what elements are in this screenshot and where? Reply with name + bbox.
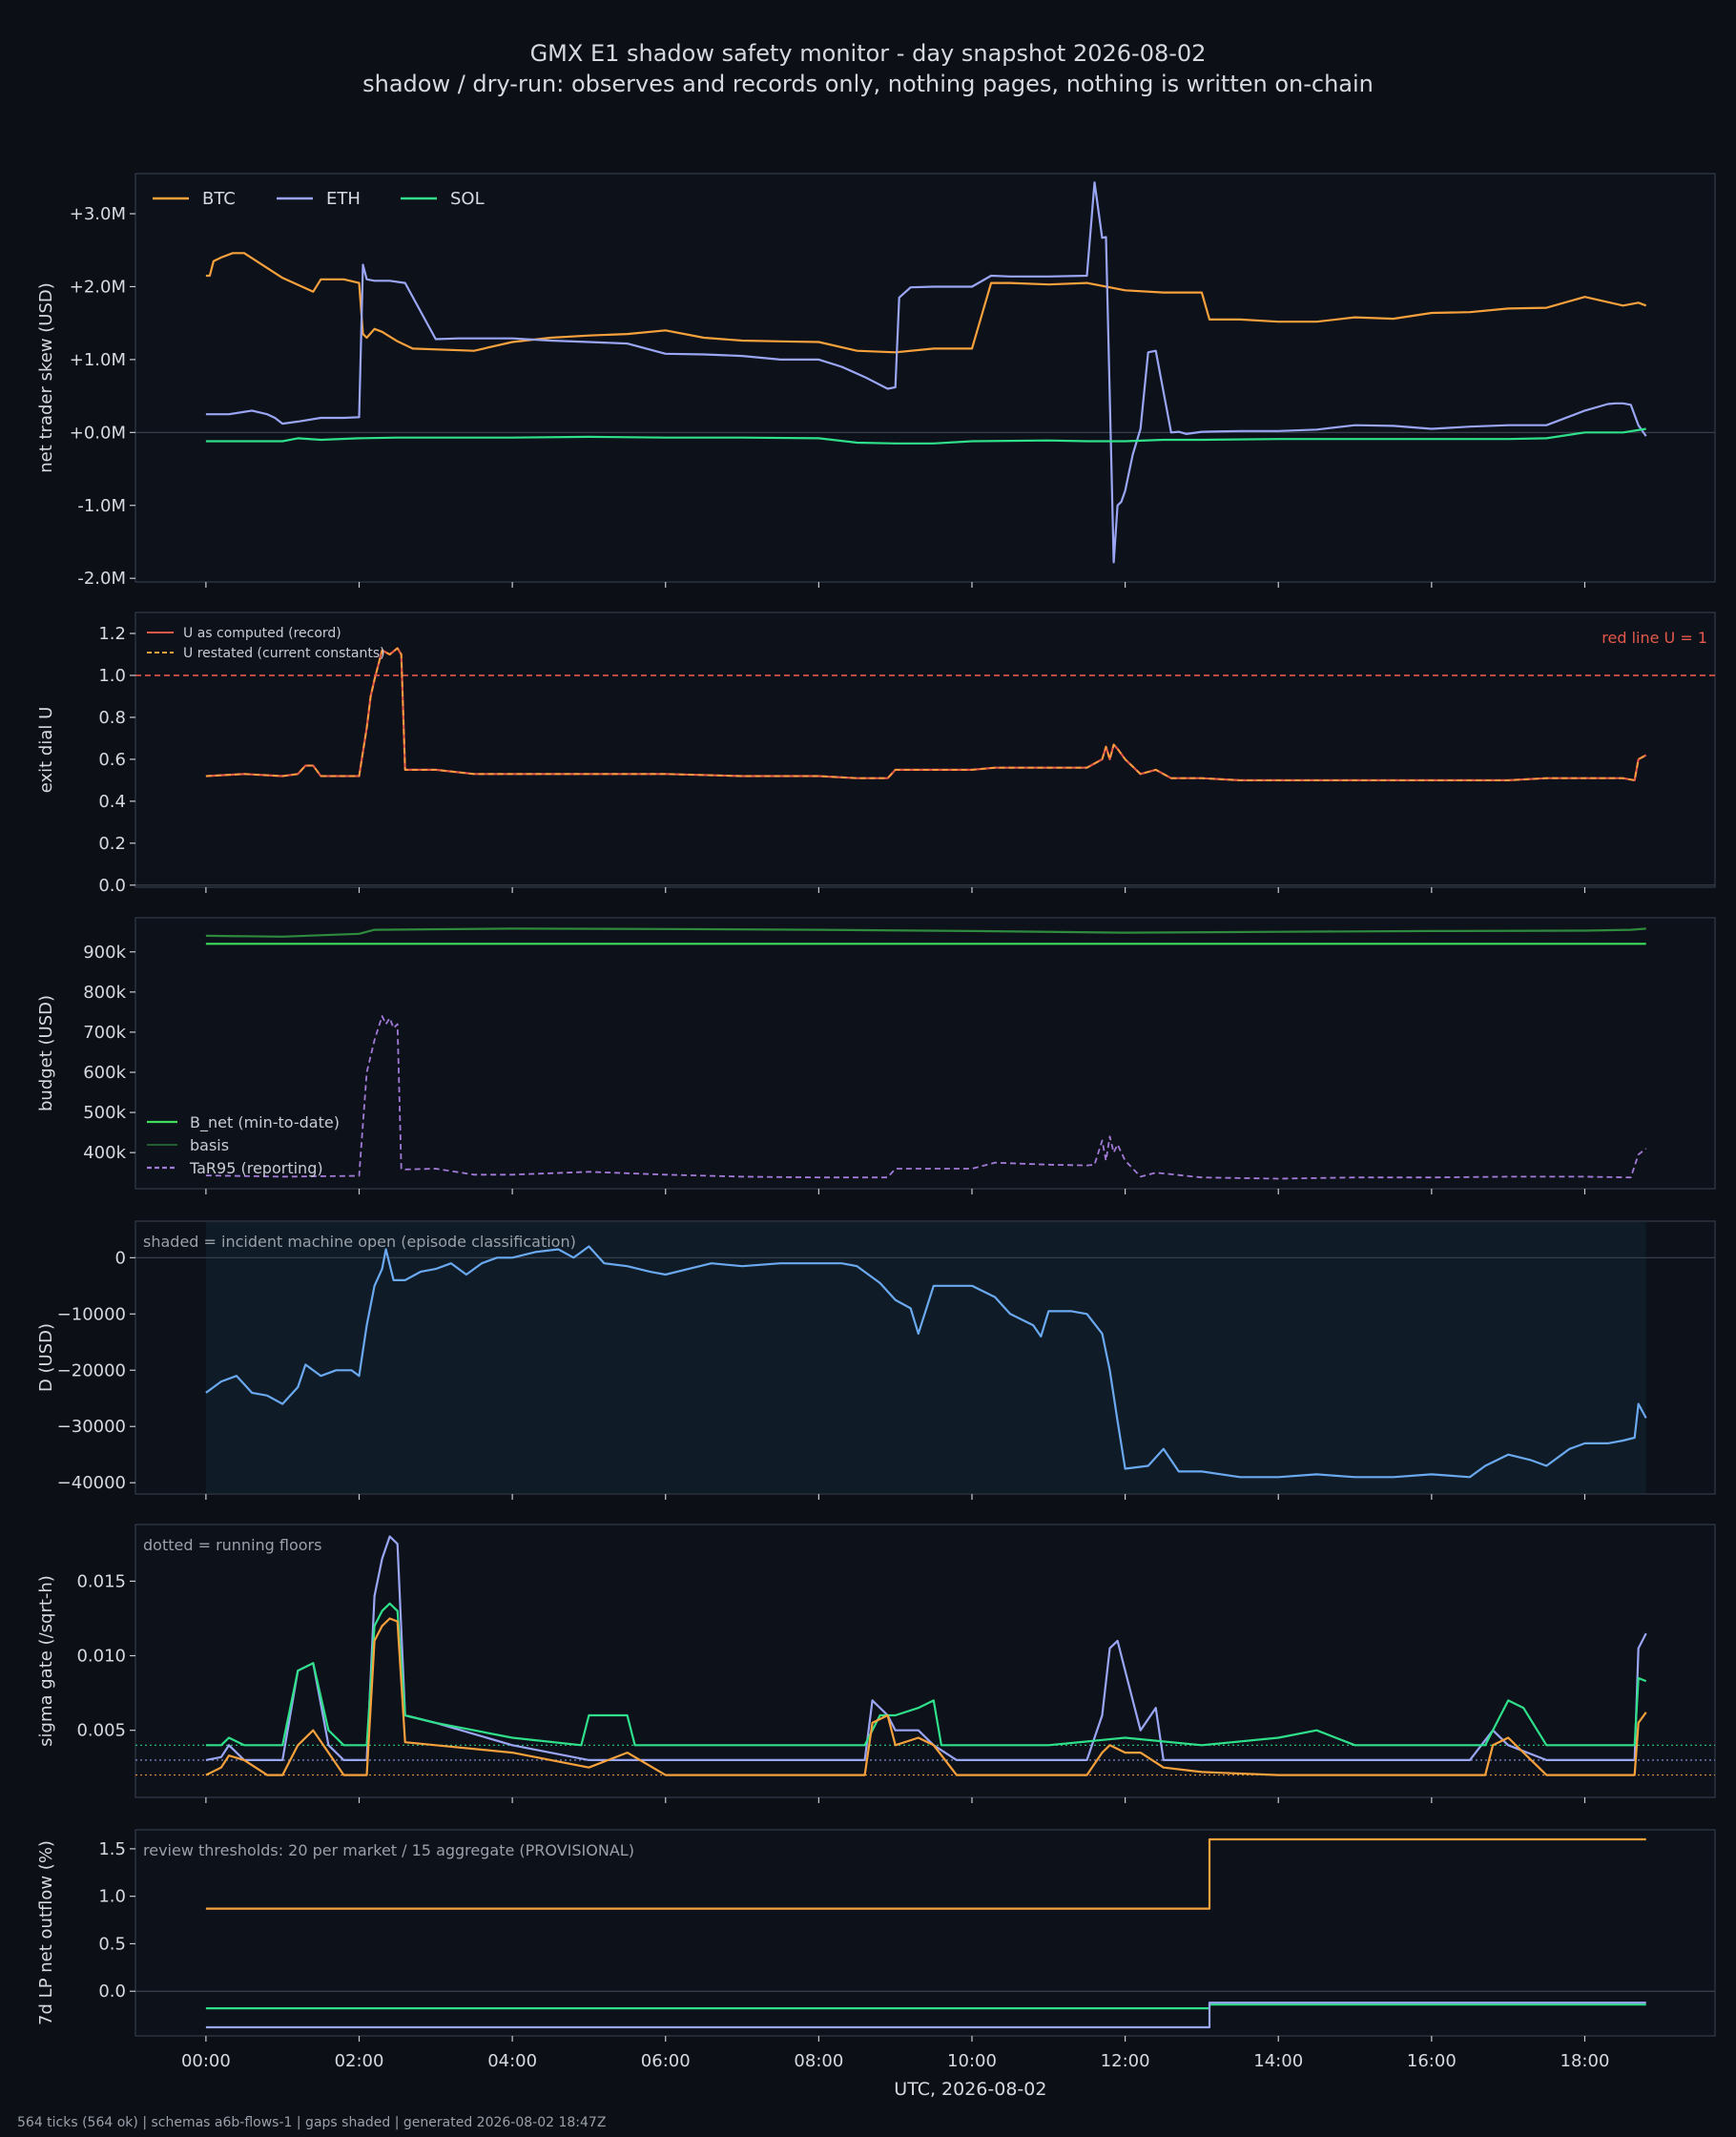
series-line-btc [205, 252, 1647, 354]
legend: U as computed (record) U restated (curren… [147, 626, 385, 661]
y-tick-label: -2.0M [77, 569, 126, 589]
y-tick-label: -1.0M [77, 496, 126, 516]
legend-label: B_net (min-to-date) [190, 1113, 340, 1132]
legend-label: U as computed (record) [183, 626, 341, 641]
y-tick-label: 700k [83, 1023, 126, 1043]
legend: BTC ETH SOL [153, 189, 485, 209]
panel-annotation: review thresholds: 20 per market / 15 ag… [143, 1841, 634, 1859]
y-axis-label: sigma gate (/sqrt-h) [36, 1575, 56, 1747]
x-tick-label: 00:00 [181, 2051, 231, 2071]
y-tick-label: −20000 [57, 1360, 126, 1380]
x-tick-label: 08:00 [794, 2051, 843, 2071]
panel-frame [134, 612, 1716, 888]
legend-label: ETH [326, 189, 361, 209]
x-tick-label: 14:00 [1253, 2051, 1303, 2071]
y-tick-label: 1.2 [98, 624, 126, 644]
page-title: GMX E1 shadow safety monitor - day snaps… [529, 40, 1207, 67]
y-axis-label: D (USD) [36, 1323, 56, 1392]
panel-budget: 400k 500k 600k 700k 800k 900k budget (USD) B_ne… [36, 917, 1716, 1194]
panel-lp_outflow: 0.0 0.5 1.0 1.5 7d LP net outflow (%) review … [36, 1829, 1716, 2100]
y-tick-label: +1.0M [70, 350, 126, 370]
panel-annotation: dotted = running floors [143, 1536, 321, 1554]
panel-frame [134, 917, 1716, 1190]
y-tick-label: 0.015 [76, 1571, 126, 1591]
series-line-u [205, 647, 1647, 781]
legend-label: SOL [450, 189, 485, 209]
x-tick-label: 18:00 [1560, 2051, 1610, 2071]
panel-sigma_gate: 0.005 0.010 0.015 sigma gate (/sqrt-h) dotte… [36, 1524, 1716, 1803]
x-tick-label: 04:00 [487, 2051, 537, 2071]
y-axis-label: exit dial U [36, 707, 56, 794]
legend-label: BTC [202, 189, 236, 209]
y-axis-label: budget (USD) [36, 995, 56, 1111]
y-tick-label: +0.0M [70, 423, 126, 443]
panel-skew: -2.0M -1.0M +0.0M +1.0M +2.0M +3.0M net trader… [36, 173, 1716, 589]
panel-exit_dial: 0.0 0.2 0.4 0.6 0.8 1.0 1.2 exit dial U red line… [36, 612, 1716, 896]
y-tick-label: −10000 [57, 1304, 126, 1324]
y-tick-label: −30000 [57, 1417, 126, 1437]
legend-label: TaR95 (reporting) [189, 1159, 323, 1177]
y-tick-label: 0.0 [98, 876, 126, 896]
panel-frame [134, 1829, 1716, 2037]
legend-label: basis [190, 1136, 229, 1154]
y-tick-label: 0.6 [98, 750, 126, 770]
page-subtitle: shadow / dry-run: observes and records o… [362, 71, 1374, 97]
footer-status: 564 ticks (564 ok) | schemas a6b-flows-1… [17, 2115, 607, 2130]
y-tick-label: 400k [83, 1143, 126, 1163]
series-line-d [205, 1245, 1647, 1479]
y-axis-label: 7d LP net outflow (%) [36, 1840, 56, 2025]
y-tick-label: 0 [115, 1248, 126, 1268]
panel-frame [134, 173, 1716, 583]
y-tick-label: 0.8 [98, 708, 126, 728]
y-tick-label: 0.0 [98, 1981, 126, 2002]
y-tick-label: −40000 [57, 1473, 126, 1493]
x-tick-label: 02:00 [335, 2051, 384, 2071]
y-tick-label: +3.0M [70, 204, 126, 224]
panel-D: −40000 −30000 −20000 −10000 0 D (USD) shaded =… [36, 1220, 1716, 1500]
x-tick-label: 16:00 [1407, 2051, 1457, 2071]
y-tick-label: 0.005 [76, 1721, 126, 1741]
y-tick-label: +2.0M [70, 277, 126, 297]
series-line-eth [205, 181, 1647, 564]
series-line-basis [205, 927, 1646, 938]
x-tick-label: 10:00 [947, 2051, 997, 2071]
series-line-btc [205, 1837, 1646, 1910]
y-tick-label: 0.4 [98, 792, 126, 812]
series-line-sol [205, 427, 1646, 445]
y-tick-label: 0.010 [76, 1647, 126, 1667]
series-line-eth [205, 1535, 1647, 1762]
red-line-annotation: red line U = 1 [1602, 629, 1707, 647]
panel-annotation: shaded = incident machine open (episode … [143, 1233, 576, 1251]
series-line-btc [205, 1617, 1647, 1776]
series-line-sol [205, 1602, 1647, 1747]
series-line-eth [205, 2002, 1646, 2029]
series-line-tar95 [205, 1015, 1647, 1180]
y-tick-label: 0.2 [98, 834, 126, 854]
y-tick-label: 1.5 [98, 1839, 126, 1859]
y-tick-label: 900k [83, 943, 126, 963]
incident-shade [205, 1222, 1646, 1493]
x-tick-label: 06:00 [641, 2051, 691, 2071]
x-axis-label: UTC, 2026-08-02 [894, 2079, 1046, 2100]
y-axis-label: net trader skew (USD) [36, 282, 56, 473]
y-tick-label: 800k [83, 983, 126, 1003]
y-tick-label: 0.5 [98, 1934, 126, 1954]
x-tick-label: 12:00 [1101, 2051, 1150, 2071]
y-tick-label: 1.0 [98, 666, 126, 686]
legend: B_net (min-to-date) basis TaR95 (reporting… [147, 1113, 340, 1177]
y-tick-label: 600k [83, 1063, 126, 1083]
y-tick-label: 500k [83, 1103, 126, 1123]
y-tick-label: 1.0 [98, 1887, 126, 1907]
legend-label: U restated (current constants) [183, 646, 385, 661]
